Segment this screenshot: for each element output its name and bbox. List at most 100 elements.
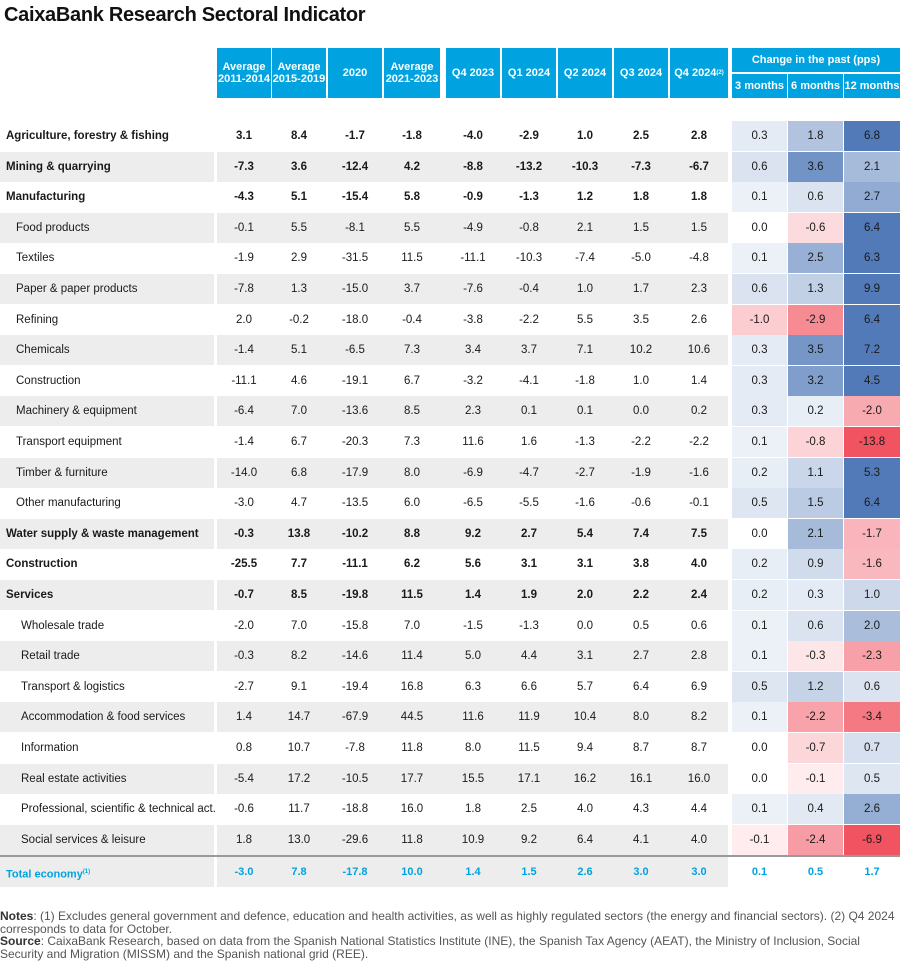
value-cell: -1.3 [519,191,539,204]
table-row: Food products -0.1 5.5 -8.1 5.5 -4.9 -0.8 2.1 1.… [0,212,900,243]
row-shade [217,457,722,488]
row-label: Manufacturing [6,191,86,204]
change-cell: 0.6 [732,274,787,304]
row-label: Wholesale trade [21,619,105,632]
change-cell: 0.5 [844,763,900,794]
change-cell: -13.8 [844,427,900,457]
total-separator [0,855,900,858]
row-shade [0,763,214,794]
value-cell: 6.6 [521,680,537,693]
table-row: Retail trade -0.3 8.2 -14.6 11.4 5.0 4.4 3.1 2.7… [0,641,900,672]
change-cell: 0.6 [788,610,843,641]
q4-footnote-marker: (2) [716,70,724,76]
value-cell: 9.1 [291,680,307,693]
value-cell: 11.5 [401,589,423,601]
row-label: Agriculture, forestry & fishing [6,130,169,142]
value-cell: 3.1 [236,130,252,142]
value-cell: 3.6 [291,160,307,173]
row-shade [217,396,722,427]
table-row: Real estate activities -5.4 17.2 -10.5 17.7 1… [0,763,900,794]
change-cell: 0.1 [751,866,768,879]
value-cell: 16.1 [629,772,653,785]
row-shade [670,151,728,182]
change-cell: 1.3 [788,274,843,304]
change-cell: 2.6 [844,794,900,825]
change-cell: 0.6 [788,182,843,213]
value-cell: 0.8 [236,742,252,754]
value-cell: 6.3 [465,680,481,693]
row-shade [217,212,722,243]
column-header: Q4 2024 (2) [670,48,728,98]
row-shade [670,857,728,888]
value-cell: -18.8 [341,803,369,816]
value-cell: 6.4 [577,833,593,846]
change-cell: 1.0 [844,580,900,610]
total-row: Total economy(1) -3.0 7.8 -17.8 10.0 1.4 1.5 2.… [0,857,900,888]
value-cell: 16.0 [400,803,424,816]
table-row: Services -0.7 8.5 -19.8 11.5 1.4 1.9 2.0 2.2 2.4 0… [0,580,900,610]
value-cell: -12.4 [341,160,369,173]
value-cell: 1.5 [633,221,649,234]
row-label: Accommodation & food services [21,711,186,724]
row-shade [0,641,214,672]
value-cell: 2.7 [633,650,649,663]
notes-text: Notes: (1) Excludes general government a… [0,909,895,936]
value-cell: 16.0 [687,772,711,785]
change-cell: -2.4 [788,824,843,855]
value-cell: 3.5 [633,313,649,326]
table-row: Mining & quarrying -7.3 3.6 -12.4 4.2 -8.8 -13… [0,151,900,182]
change-cell: 0.0 [751,772,768,785]
value-cell: 9.4 [577,742,593,754]
table-row: Construction -11.1 4.6 -19.1 6.7 -3.2 -4.1 -1.8… [0,365,900,396]
value-cell: 6.0 [404,497,420,510]
row-shade [0,151,214,182]
row-shade [670,641,728,672]
change-cell: 9.9 [844,274,900,304]
value-cell: 0.0 [577,619,593,632]
row-shade [0,335,214,366]
row-label: Other manufacturing [16,497,121,510]
value-cell: 0.2 [691,405,707,418]
change-cell: 0.9 [788,549,843,580]
row-label: Mining & quarrying [6,160,111,173]
change-column-header: 12 months [844,74,900,98]
value-cell: 3.4 [465,344,481,357]
row-shade [670,335,728,366]
value-cell: -7.4 [575,252,595,265]
row-label: Construction [6,558,78,571]
value-cell: 9.2 [521,833,537,846]
value-cell: 16.8 [400,680,424,693]
value-cell: 11.4 [401,650,423,663]
change-cell: -1.6 [844,549,900,580]
value-cell: 17.2 [287,772,311,785]
row-shade [0,702,214,733]
value-cell: 2.3 [465,405,481,418]
table-row: Agriculture, forestry & fishing 3.1 8.4 -1.… [0,121,900,151]
value-cell: 3.1 [521,558,537,571]
value-cell: 0.6 [691,619,707,632]
source-text: Source: CaixaBank Research, based on dat… [0,934,860,961]
change-cell: -1.7 [844,518,900,549]
value-cell: -25.5 [230,558,258,571]
column-header: 2020 [328,48,382,98]
value-cell: -10.3 [515,252,543,265]
value-cell: 1.8 [465,803,481,816]
change-cell: 0.5 [732,671,787,702]
row-label: Professional, scientific & technical act… [21,803,216,816]
change-cell: -0.8 [788,427,843,457]
value-cell: -13.6 [341,405,369,418]
change-cell: 0.5 [807,866,824,879]
change-cell: 1.7 [864,866,880,879]
change-cell: -6.9 [844,824,900,855]
value-cell: -13.2 [515,160,543,173]
value-cell: -2.7 [234,680,254,693]
value-cell: 7.3 [404,344,420,357]
change-cell: 0.1 [732,182,787,213]
value-cell: -5.4 [234,772,254,785]
value-cell: 5.8 [404,191,420,204]
value-cell: -15.4 [341,191,369,204]
value-cell: 7.3 [404,436,420,448]
change-cell: 0.2 [732,549,787,580]
value-cell: 6.7 [404,374,420,387]
value-cell: 2.5 [521,803,537,816]
